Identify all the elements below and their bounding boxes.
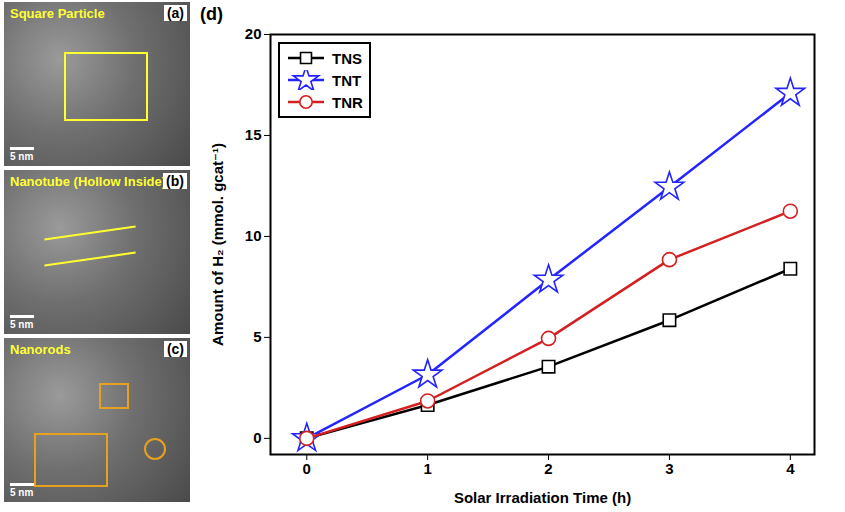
svg-text:Amount of H₂ (mmol. gcat⁻¹): Amount of H₂ (mmol. gcat⁻¹) bbox=[209, 143, 226, 346]
html-text:(d): (d) bbox=[200, 4, 223, 24]
html-text:Square Particle: Square Particle bbox=[10, 6, 105, 21]
svg-text:0: 0 bbox=[303, 460, 311, 477]
html-text:TNS: TNS bbox=[332, 49, 362, 67]
html-text:(c): (c) bbox=[166, 341, 184, 357]
html-text:Nanotube (Hollow Inside) (b): Nanotube (Hollow Inside) (b) bbox=[10, 173, 184, 189]
svg-text:0: 0 bbox=[253, 429, 261, 446]
svg-text:15: 15 bbox=[245, 126, 262, 143]
svg-text:1: 1 bbox=[423, 460, 431, 477]
svg-text:5: 5 bbox=[253, 328, 261, 345]
html-text:Nanorods: Nanorods bbox=[10, 342, 71, 357]
html-text:TNR: TNR bbox=[332, 93, 363, 111]
html-text:5 nm: 5 nm bbox=[10, 319, 34, 330]
svg-text:4: 4 bbox=[786, 460, 795, 477]
svg-text:2: 2 bbox=[544, 460, 552, 477]
svg-text:Solar Irradiation Time (h): Solar Irradiation Time (h) bbox=[454, 489, 631, 506]
svg-text:10: 10 bbox=[245, 227, 262, 244]
html-text:(a): (a) bbox=[166, 5, 184, 21]
html-text:5 nm: 5 nm bbox=[10, 151, 34, 162]
svg-text:3: 3 bbox=[665, 460, 673, 477]
html-text:TNT: TNT bbox=[332, 71, 362, 89]
html-text:5 nm: 5 nm bbox=[10, 487, 34, 498]
svg-text:20: 20 bbox=[245, 25, 262, 42]
